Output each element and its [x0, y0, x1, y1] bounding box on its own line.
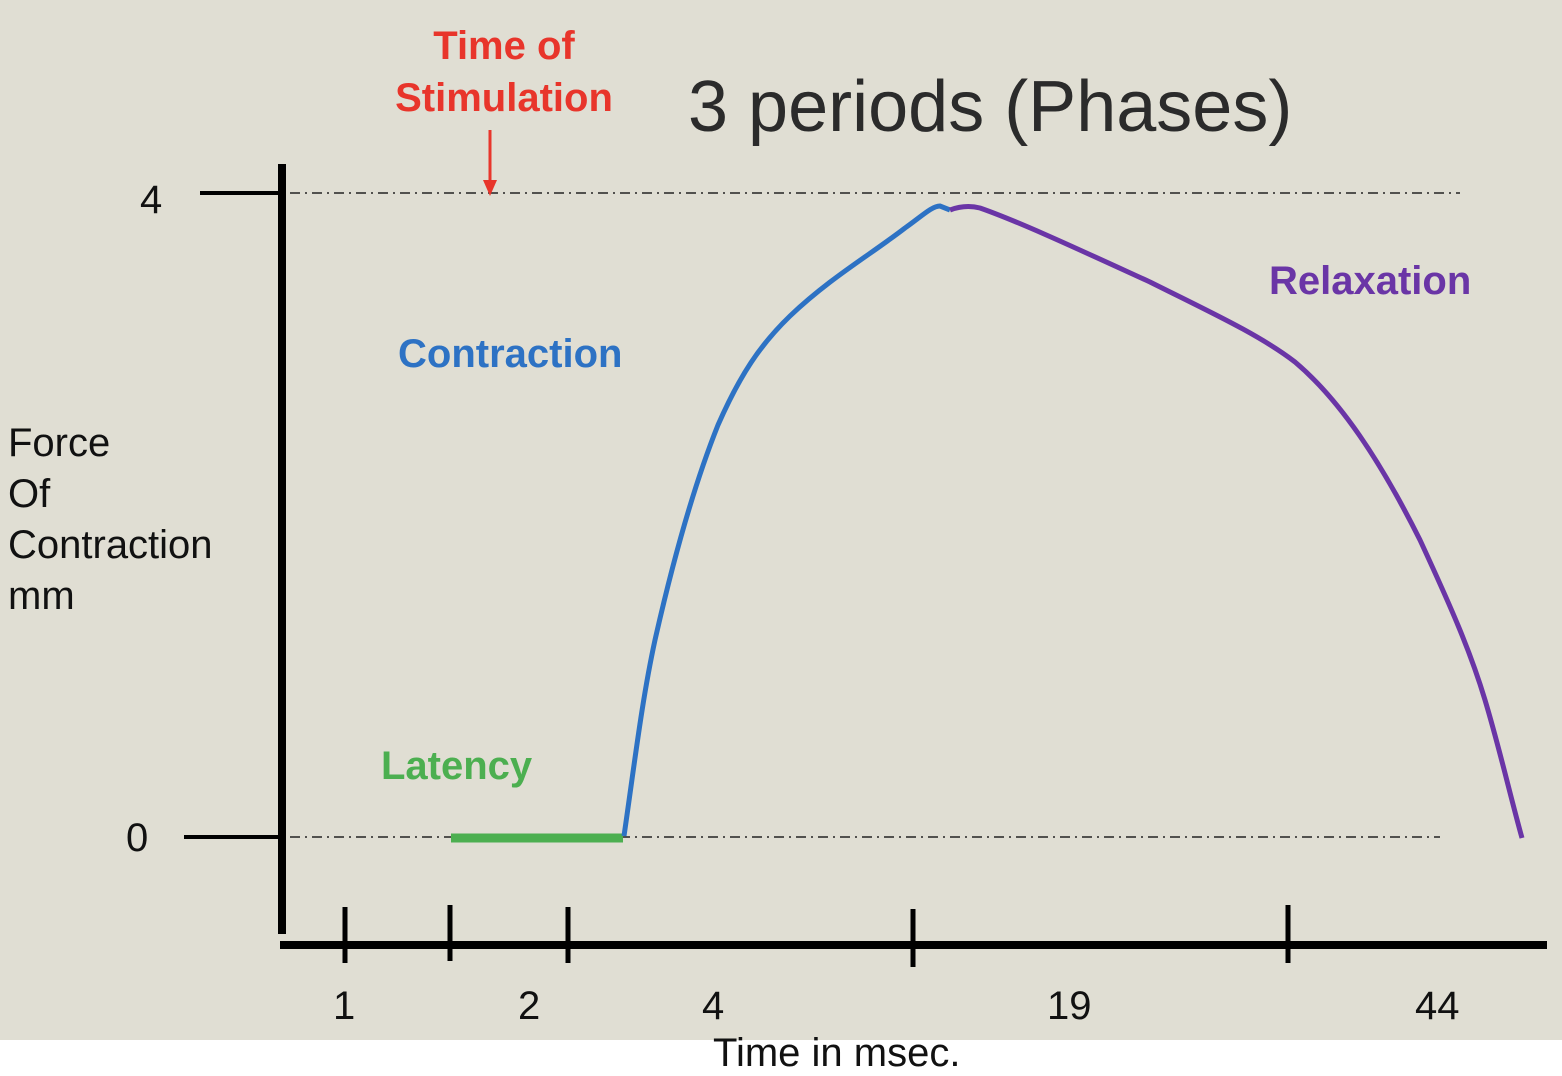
x-axis-label: Time in msec.	[713, 1031, 961, 1075]
slide-background	[0, 0, 1562, 1040]
latency-label: Latency	[381, 744, 533, 788]
x-tick-label: 2	[518, 984, 541, 1028]
y-axis-label-line: Of	[8, 472, 51, 516]
x-tick-label: 4	[702, 984, 725, 1028]
y-axis-label-line: Force	[8, 421, 111, 465]
contraction-curve	[621, 203, 951, 837]
stimulation-label-line: Stimulation	[395, 76, 613, 120]
y-axis-label: Force Of Contraction mm	[8, 418, 213, 622]
stimulation-label: Time of Stimulation	[388, 20, 620, 124]
relaxation-label: Relaxation	[1269, 259, 1472, 303]
x-tick-label: 19	[1047, 984, 1092, 1028]
y-tick-label: 0	[126, 816, 149, 860]
stimulation-label-line: Time of	[433, 24, 575, 68]
stimulation-arrow-head	[483, 180, 497, 196]
diagram-title: 3 periods (Phases)	[688, 67, 1293, 147]
y-axis-label-line: Contraction	[8, 523, 213, 567]
y-axis-label-line: mm	[8, 574, 75, 618]
y-tick-label: 4	[140, 178, 163, 222]
contraction-label: Contraction	[398, 332, 623, 376]
x-tick-label: 1	[333, 984, 356, 1028]
x-tick-label: 44	[1415, 984, 1460, 1028]
relaxation-curve	[949, 204, 1525, 839]
